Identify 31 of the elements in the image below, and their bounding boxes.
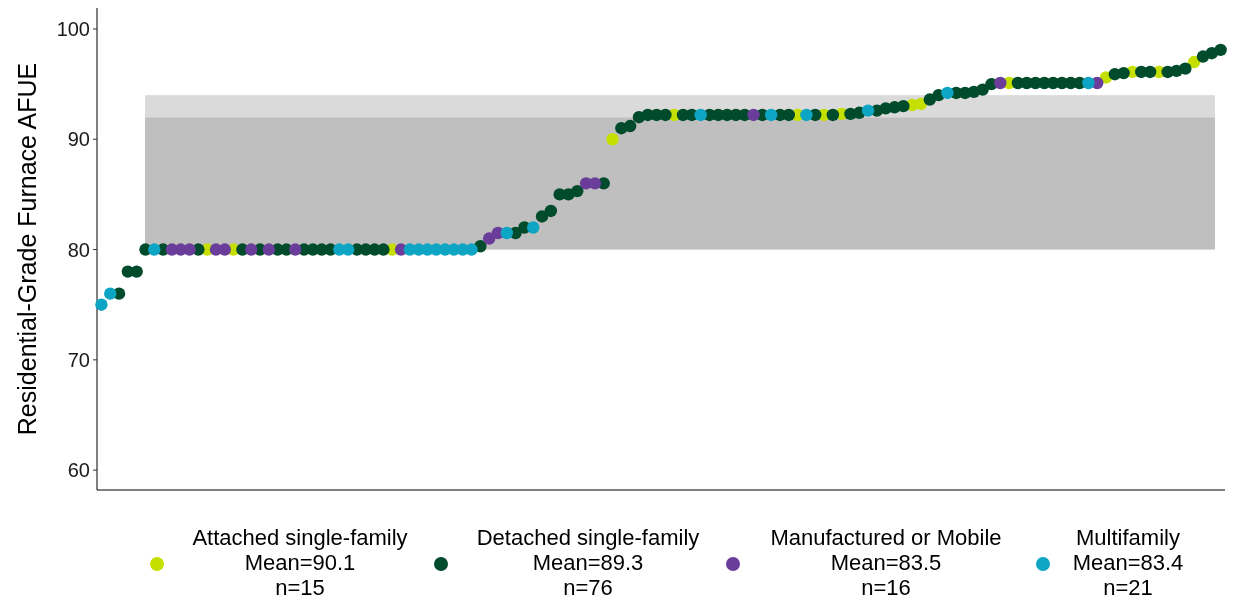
point <box>245 243 258 256</box>
y-tick-label: 100 <box>56 17 90 40</box>
point <box>800 108 813 122</box>
y-tick-label: 90 <box>67 128 90 151</box>
legend-label: Multifamily Mean=83.4 n=21 <box>1072 525 1184 600</box>
point <box>527 221 540 234</box>
point <box>861 104 875 117</box>
point <box>941 86 954 100</box>
point <box>148 243 161 256</box>
legend-label: Manufactured or Mobile Mean=83.5 n=16 <box>770 525 1002 600</box>
point <box>289 243 302 256</box>
point <box>764 108 778 122</box>
point <box>341 243 355 256</box>
y-tick-label: 70 <box>67 348 90 371</box>
point <box>994 76 1007 90</box>
y-tick-label: 60 <box>67 459 90 482</box>
point <box>588 177 602 190</box>
point <box>95 298 108 311</box>
point <box>104 287 117 300</box>
point <box>262 243 276 256</box>
point <box>694 108 707 122</box>
point <box>500 226 513 240</box>
y-tick-label: 80 <box>67 238 90 261</box>
point <box>606 133 619 146</box>
point <box>747 108 760 122</box>
point <box>1082 76 1095 90</box>
legend-label: Attached single-family Mean=90.1 n=15 <box>192 525 408 600</box>
point <box>914 97 928 111</box>
y-axis-title: Residential-Grade Furnace AFUE <box>13 62 41 436</box>
point <box>482 232 496 245</box>
legend-label: Detached single-family Mean=89.3 n=76 <box>476 525 700 600</box>
